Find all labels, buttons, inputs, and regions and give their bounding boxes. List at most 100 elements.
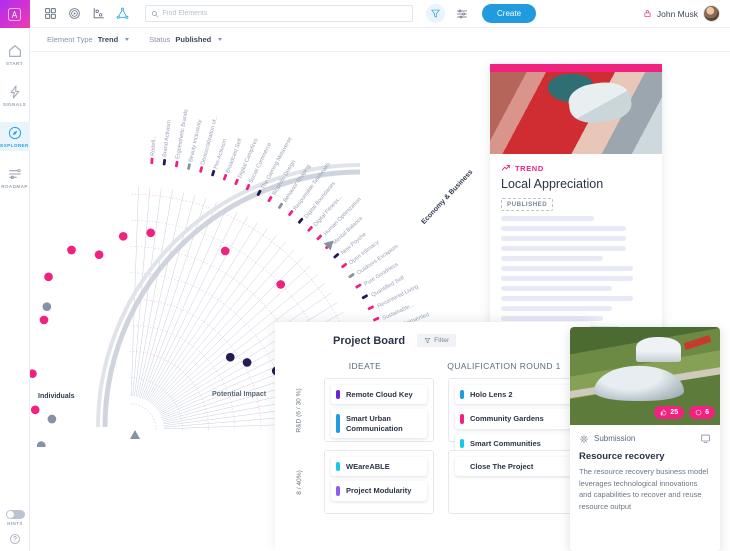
radar-spokes <box>130 186 374 430</box>
sidebar-item-explorer[interactable]: EXPLORER <box>0 122 30 151</box>
search-box[interactable] <box>145 5 413 22</box>
board-lane[interactable]: Close The Project <box>448 450 588 514</box>
board-filter-label: Filter <box>434 337 450 344</box>
placeholder-line <box>501 216 594 221</box>
radar-tick <box>277 202 284 209</box>
ticket-title: Remote Cloud Key <box>346 390 413 399</box>
placeholder-line <box>501 306 612 311</box>
lightning-icon <box>10 85 19 99</box>
board-ticket[interactable]: WEareABLE <box>331 457 427 477</box>
hints-toggle[interactable] <box>5 510 25 519</box>
filter-button[interactable] <box>426 4 445 23</box>
filter-value[interactable]: Trend <box>97 35 119 44</box>
board-ticket[interactable]: Holo Lens 2 <box>455 385 581 405</box>
ticket-color-bar <box>336 390 340 400</box>
board-ticket[interactable]: Remote Cloud Key <box>331 385 427 405</box>
board-lane[interactable]: Holo Lens 2 Community Gardens Smart Commun… <box>448 378 588 454</box>
project-board[interactable]: Project Board Filter IDEATE QUALIFICATIO… <box>275 322 590 551</box>
trend-card-body: TREND Local Appreciation PUBLISHED <box>490 154 662 331</box>
user-menu[interactable]: John Musk <box>643 5 720 22</box>
placeholder-line <box>501 226 626 231</box>
axis-label-individuals: Individuals <box>38 393 75 400</box>
radar-spoke <box>154 265 311 408</box>
radar-point[interactable] <box>44 272 53 282</box>
lock-icon <box>644 10 651 18</box>
placeholder-line <box>501 316 603 321</box>
trend-card-image <box>490 72 662 154</box>
view-switcher <box>44 7 129 20</box>
filter-key: Element Type <box>47 35 93 44</box>
sidebar-item-signals[interactable]: SIGNALS <box>0 81 30 110</box>
filter-value[interactable]: Published <box>175 35 212 44</box>
submission-card-image: 25 6 <box>570 327 720 425</box>
radar-point[interactable] <box>242 358 252 367</box>
ticket-color-bar <box>336 462 340 472</box>
radar-point[interactable] <box>67 245 76 255</box>
chevron-down-icon[interactable] <box>218 38 223 41</box>
radar-tick <box>174 160 179 168</box>
monitor-icon[interactable] <box>700 433 711 444</box>
home-icon <box>8 45 21 57</box>
filter-bar: Element Type Trend Status Published <box>30 28 730 52</box>
radar-chart[interactable] <box>30 52 540 447</box>
radar-view-icon[interactable] <box>68 7 81 20</box>
board-ticket[interactable]: Community Gardens <box>455 409 581 429</box>
search-input[interactable] <box>162 10 407 17</box>
sidebar-item-start[interactable]: START <box>0 40 30 69</box>
radar-point[interactable] <box>36 441 46 447</box>
board-lane[interactable]: WEareABLE Project Modularity <box>324 450 434 514</box>
comments-count: 6 <box>705 409 709 416</box>
network-view-icon[interactable] <box>116 7 129 20</box>
submission-title: Resource recovery <box>579 451 665 462</box>
board-column-qualification: QUALIFICATION ROUND 1 <box>447 361 561 371</box>
ticket-color-bar <box>460 438 464 449</box>
radar-point[interactable] <box>39 315 49 325</box>
submission-description: The resource recovery business model lev… <box>579 467 709 511</box>
comments-pill[interactable]: 6 <box>689 406 715 419</box>
radar-point[interactable] <box>42 302 52 312</box>
trend-card[interactable]: TREND Local Appreciation PUBLISHED <box>490 64 662 336</box>
trend-card-title: Local Appreciation <box>501 177 604 191</box>
grid-view-icon[interactable] <box>44 7 57 20</box>
radar-point[interactable] <box>47 414 57 424</box>
axis-marker-individuals <box>130 430 140 439</box>
radar-spoke <box>158 302 338 413</box>
create-button[interactable]: Create <box>482 4 537 23</box>
trend-kicker: TREND <box>501 163 651 173</box>
sidebar-item-roadmap[interactable]: ROADMAP <box>0 163 30 192</box>
radar-tick <box>187 163 191 170</box>
radar-point[interactable] <box>30 405 40 415</box>
board-ticket[interactable]: Smart Urban Communication <box>331 409 427 439</box>
radar-spoke <box>138 195 196 398</box>
app-logo[interactable] <box>0 0 30 28</box>
radar-point[interactable] <box>146 228 156 238</box>
settings-button[interactable] <box>456 8 468 20</box>
radar-point[interactable] <box>220 246 230 256</box>
radar-point[interactable] <box>94 250 104 260</box>
explorer-canvas[interactable]: Financial LiteracyProactive Health...Rel… <box>30 52 730 551</box>
engagement-pills: 25 6 <box>654 406 715 419</box>
question-circle-icon[interactable] <box>9 533 21 545</box>
board-filter-button[interactable]: Filter <box>417 334 457 347</box>
likes-pill[interactable]: 25 <box>654 406 685 419</box>
board-ticket[interactable]: Close The Project <box>455 457 581 477</box>
radar-point[interactable] <box>276 280 286 289</box>
board-row-label: R&D (6 / 30 %) <box>289 378 310 442</box>
radar-point[interactable] <box>30 369 37 379</box>
radar-point[interactable] <box>118 232 128 241</box>
submission-card[interactable]: 25 6 <box>570 327 720 551</box>
ticket-title: WEareABLE <box>346 462 390 471</box>
board-row-label-text: 8 / 40%) <box>296 469 303 495</box>
board-ticket[interactable]: Smart Communities <box>455 433 581 454</box>
chevron-down-icon[interactable] <box>125 38 130 41</box>
board-ticket[interactable]: Project Modularity <box>331 481 427 501</box>
radar-tick <box>245 183 251 191</box>
radar-point[interactable] <box>225 352 235 362</box>
board-lane[interactable]: Remote Cloud Key Smart Urban Communicatio… <box>324 378 434 442</box>
radar-ring <box>129 403 157 431</box>
radar-spoke <box>157 283 325 410</box>
avatar[interactable] <box>703 5 720 22</box>
scatter-view-icon[interactable] <box>92 7 105 20</box>
radar-tick <box>199 166 204 173</box>
